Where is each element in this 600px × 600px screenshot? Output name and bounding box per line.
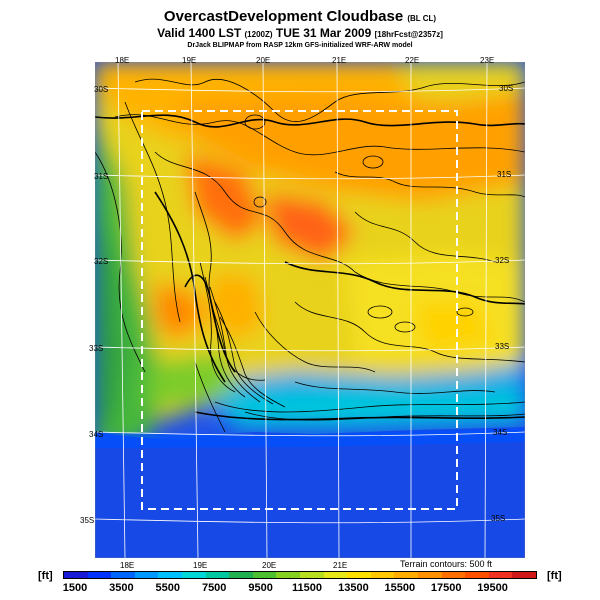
colorbar-swatch (64, 572, 88, 578)
lat-label-right: 35S (491, 514, 506, 523)
lon-label-top: 23E (480, 56, 495, 65)
colorbar-tick-label: 3500 (109, 582, 134, 594)
lat-label-right: 31S (497, 170, 512, 179)
colorbar-swatch (488, 572, 513, 578)
map-title: OvercastDevelopment Cloudbase (BL CL) (0, 8, 600, 25)
valid-date: TUE 31 Mar 2009 (275, 26, 372, 40)
graticule (95, 62, 525, 558)
lon-label-top: 18E (115, 56, 130, 65)
lat-label-right: 33S (495, 342, 510, 351)
valid-time: Valid 1400 LST (157, 26, 242, 40)
colorbar-swatch (441, 572, 466, 578)
colorbar-swatch (276, 572, 300, 578)
colorbar-swatch (299, 572, 324, 578)
cloudbase-field (95, 62, 525, 447)
lat-label-left: 33S (89, 344, 104, 353)
lat-label-right: 34S (493, 428, 508, 437)
colorbar-swatch (394, 572, 418, 578)
sea-area (95, 427, 525, 558)
inner-domain-boundary (141, 110, 458, 510)
lat-label-left: 35S (80, 516, 95, 525)
colorbar-tick-label: 19500 (477, 582, 508, 594)
colorbar-tick-label: 1500 (62, 582, 88, 594)
major-terrain-contours (95, 114, 525, 421)
lon-label-bottom: 21E (333, 561, 348, 570)
colorbar-swatch (512, 572, 536, 578)
lon-label-top: 22E (405, 56, 420, 65)
model-credit: DrJack BLIPMAP from RASP 12km GFS-initia… (187, 42, 413, 49)
colorbar-swatch (134, 572, 159, 578)
lat-label-right: 30S (499, 84, 514, 93)
colorbar-swatch (181, 572, 206, 578)
lat-label-left: 34S (89, 430, 104, 439)
lon-label-bottom: 18E (120, 561, 135, 570)
lon-label-bottom: 19E (193, 561, 208, 570)
colorbar-swatch (465, 572, 489, 578)
lat-label-right: 32S (495, 256, 510, 265)
colorbar-swatch (252, 572, 277, 578)
colorbar-tick-label: 5500 (155, 582, 181, 594)
cloudbase-map (95, 62, 525, 558)
colorbar (63, 571, 537, 579)
lat-label-left: 32S (94, 257, 109, 266)
colorbar-swatch (323, 572, 348, 578)
colorbar-swatch (158, 572, 182, 578)
colorbar-unit-left: [ft] (38, 570, 53, 582)
colorbar-tick-label: 17500 (430, 582, 462, 594)
colorbar-swatch (87, 572, 112, 578)
colorbar-swatch (111, 572, 135, 578)
colorbar-tick-label: 13500 (338, 582, 369, 594)
colorbar-unit-right: [ft] (547, 570, 562, 582)
zulu-time: (1200Z) (244, 30, 273, 39)
title-tag: (BL CL) (407, 14, 437, 23)
lat-label-left: 31S (94, 172, 109, 181)
colorbar-swatch (347, 572, 371, 578)
lon-label-top: 21E (332, 56, 347, 65)
lon-label-top: 20E (256, 56, 271, 65)
colorbar-swatch (370, 572, 395, 578)
colorbar-swatch (229, 572, 253, 578)
colorbar-tick-label: 11500 (292, 582, 322, 594)
lon-label-bottom: 20E (262, 561, 277, 570)
colorbar-swatch (417, 572, 442, 578)
map-subtitle: Valid 1400 LST (1200Z) TUE 31 Mar 2009 [… (0, 26, 600, 40)
title-main: OvercastDevelopment Cloudbase (163, 8, 404, 25)
forecast-run: [18hrFcst@2357z] (374, 30, 443, 39)
colorbar-tick-label: 7500 (201, 582, 227, 594)
lon-label-top: 19E (182, 56, 197, 65)
colorbar-tick-label: 15500 (384, 582, 416, 594)
colorbar-tick-label: 9500 (248, 582, 273, 594)
lat-label-left: 30S (94, 85, 109, 94)
colorbar-swatch (205, 572, 230, 578)
terrain-contour-note: Terrain contours: 500 ft (400, 559, 493, 569)
